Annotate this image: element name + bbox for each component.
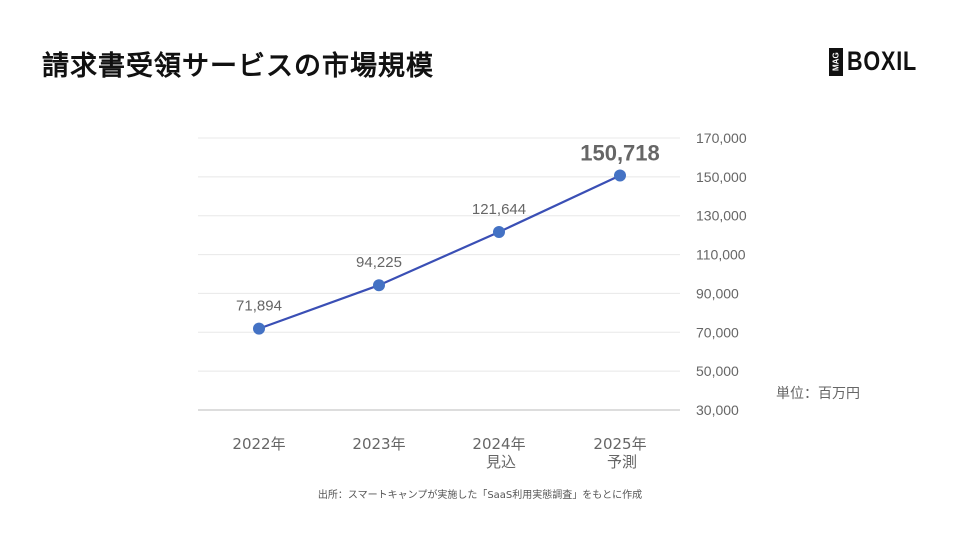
- data-series: 71,894 94,225 121,644 150,718: [236, 140, 660, 335]
- x-tick-label: 予測: [607, 453, 637, 471]
- y-tick-label: 130,000: [696, 208, 747, 224]
- y-tick-label: 150,000: [696, 169, 747, 185]
- data-point-marker: [493, 225, 505, 238]
- data-point-marker: [373, 279, 385, 292]
- y-tick-label: 50,000: [696, 363, 739, 379]
- y-axis-ticks: 30,000 50,000 70,000 90,000 110,000 130,000 15…: [696, 130, 747, 418]
- boxil-logo: MAG BOXIL: [829, 46, 935, 77]
- data-point-marker: [614, 169, 626, 182]
- data-label: 121,644: [472, 201, 526, 218]
- unit-label: 単位：百万円: [776, 386, 860, 402]
- x-tick-label: 2023年: [352, 435, 405, 453]
- data-label: 71,894: [236, 298, 282, 315]
- y-tick-label: 110,000: [696, 247, 746, 263]
- x-tick-label: 2024年: [472, 435, 525, 453]
- x-tick-label: 2025年: [593, 435, 646, 453]
- y-tick-label: 90,000: [696, 285, 739, 301]
- data-point-marker: [253, 322, 265, 335]
- gridlines: [198, 137, 680, 411]
- data-label: 150,718: [580, 140, 660, 165]
- page-title: 請求書受領サービスの市場規模: [42, 51, 434, 82]
- data-label: 94,225: [356, 254, 402, 271]
- x-tick-label: 2022年: [232, 435, 285, 453]
- series-line: [258, 174, 621, 330]
- y-tick-label: 70,000: [696, 324, 739, 340]
- x-tick-label: 見込: [486, 453, 516, 471]
- y-tick-label: 30,000: [696, 402, 739, 418]
- source-note: 出所：スマートキャンプが実施した「SaaS利用実態調査」をもとに作成: [317, 490, 643, 501]
- y-tick-label: 170,000: [696, 130, 747, 146]
- logo-name: BOXIL: [847, 46, 918, 76]
